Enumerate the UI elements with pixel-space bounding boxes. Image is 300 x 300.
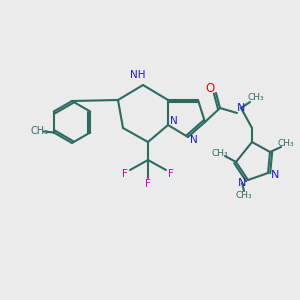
Text: N: N	[190, 135, 198, 145]
Text: F: F	[168, 169, 174, 179]
Text: CH₃: CH₃	[248, 92, 264, 101]
Text: N: N	[271, 170, 279, 180]
Text: CH₃: CH₃	[212, 149, 228, 158]
Text: N: N	[237, 103, 245, 113]
Text: F: F	[145, 179, 151, 189]
Text: CH₃: CH₃	[278, 140, 294, 148]
Text: O: O	[206, 82, 214, 94]
Text: CH₃: CH₃	[31, 127, 49, 136]
Text: CH₃: CH₃	[236, 190, 252, 200]
Text: NH: NH	[130, 70, 146, 80]
Text: F: F	[122, 169, 128, 179]
Text: N: N	[238, 178, 246, 188]
Text: N: N	[170, 116, 178, 126]
